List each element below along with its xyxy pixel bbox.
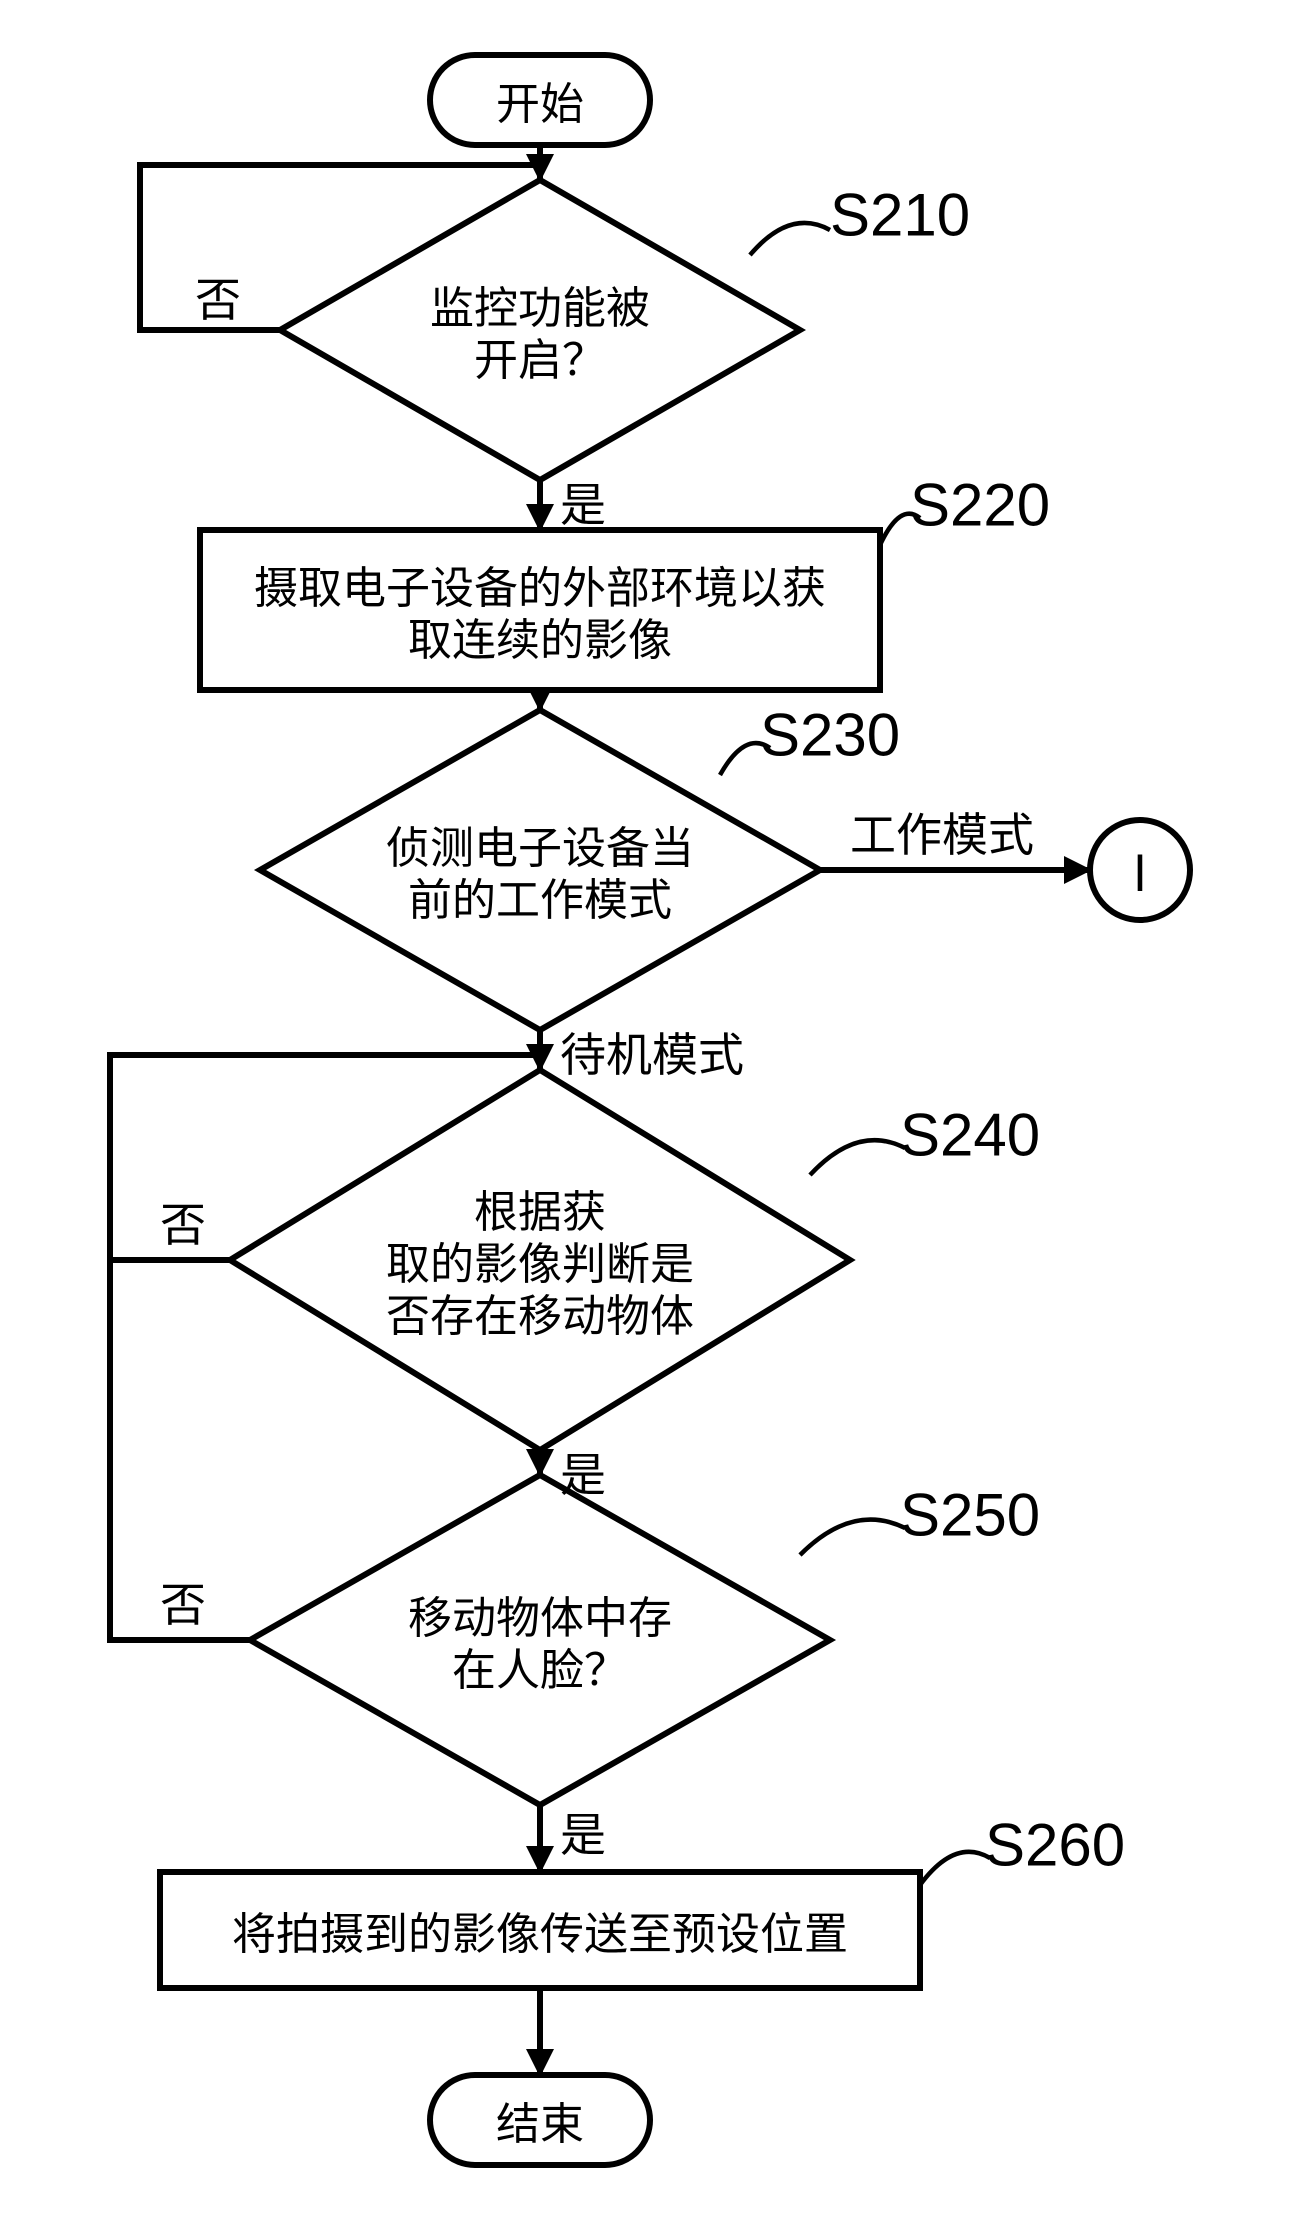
edge-label: 否 (160, 1579, 206, 1631)
node-text: 在人脸？ (452, 1634, 628, 1698)
step-label: S240 (900, 1102, 1040, 1169)
flowchart-canvas: 开始结束监控功能被开启？S210摄取电子设备的外部环境以获取连续的影像S220侦… (0, 0, 1289, 2223)
edge-label: 否 (160, 1199, 206, 1251)
node-text: 否存在移动物体 (386, 1280, 694, 1344)
edge-label: 是 (560, 1809, 606, 1861)
node-text: 取连续的影像 (408, 604, 672, 668)
node-text: 结束 (496, 2088, 584, 2152)
node-text: 前的工作模式 (408, 864, 672, 928)
node-text: 开始 (496, 68, 584, 132)
edge-label: 否 (195, 274, 241, 326)
node-text: 开启？ (474, 324, 606, 388)
edge-label: 待机模式 (560, 1029, 744, 1081)
step-label: S230 (760, 702, 900, 769)
step-label: S220 (910, 472, 1050, 539)
edge-label: 是 (560, 479, 606, 531)
node-text: I (1133, 834, 1148, 906)
leader-line (800, 1520, 905, 1555)
leader-line (810, 1140, 905, 1175)
node-text: 将拍摄到的影像传送至预设位置 (232, 1898, 848, 1962)
leader-line (750, 223, 830, 255)
edge-label: 是 (560, 1449, 606, 1501)
leader-line (920, 1852, 990, 1885)
step-label: S260 (985, 1812, 1125, 1879)
edge-label: 工作模式 (850, 809, 1034, 861)
step-label: S250 (900, 1482, 1040, 1549)
step-label: S210 (830, 182, 970, 249)
